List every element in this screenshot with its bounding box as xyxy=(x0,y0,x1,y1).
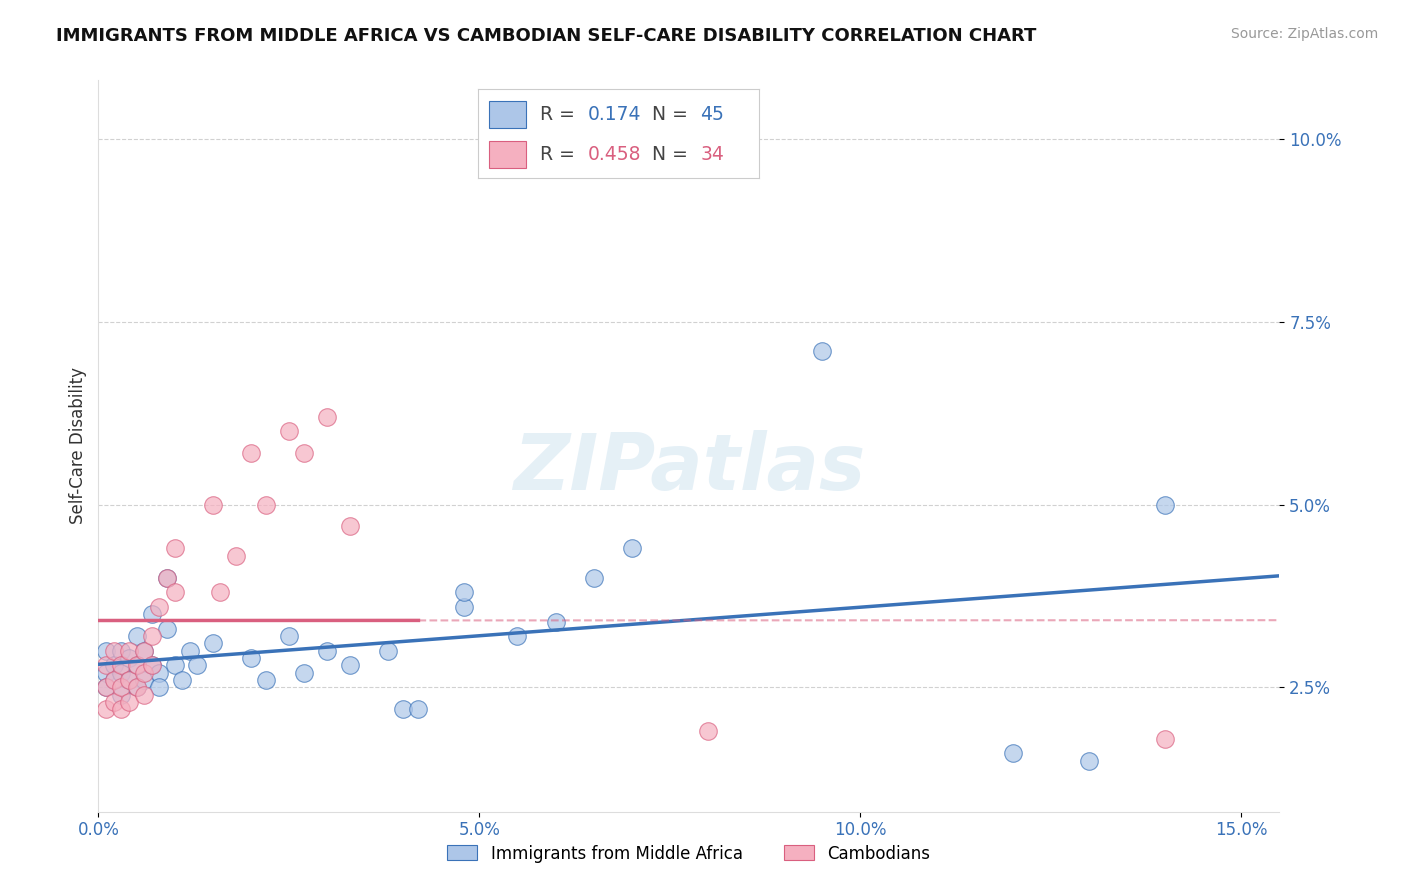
Text: 45: 45 xyxy=(700,104,724,124)
Point xyxy=(163,585,186,599)
Point xyxy=(103,644,125,658)
Point xyxy=(134,688,156,702)
Point xyxy=(125,681,148,695)
Text: 0.458: 0.458 xyxy=(588,145,641,164)
Bar xyxy=(489,101,526,128)
Point xyxy=(1078,754,1101,768)
Point xyxy=(125,658,148,673)
Point xyxy=(125,681,148,695)
Point xyxy=(163,658,186,673)
Point xyxy=(94,681,117,695)
Legend: Immigrants from Middle Africa, Cambodians: Immigrants from Middle Africa, Cambodian… xyxy=(440,838,938,869)
Point xyxy=(134,644,156,658)
Point xyxy=(118,673,141,687)
Point xyxy=(141,658,163,673)
Point xyxy=(201,498,224,512)
Point xyxy=(103,695,125,709)
Point xyxy=(239,446,262,460)
Point xyxy=(254,498,277,512)
Point xyxy=(103,673,125,687)
Point xyxy=(506,629,529,643)
Point xyxy=(94,644,117,658)
Point xyxy=(544,615,567,629)
Point xyxy=(110,658,132,673)
Point xyxy=(201,636,224,650)
Point xyxy=(134,665,156,680)
Point xyxy=(582,571,605,585)
Text: Source: ZipAtlas.com: Source: ZipAtlas.com xyxy=(1230,27,1378,41)
Point xyxy=(148,681,170,695)
Text: 0.174: 0.174 xyxy=(588,104,641,124)
Point xyxy=(172,673,194,687)
Point xyxy=(94,681,117,695)
Point xyxy=(1154,731,1177,746)
Point xyxy=(316,644,339,658)
Point xyxy=(453,585,475,599)
Point xyxy=(163,541,186,556)
Point xyxy=(134,644,156,658)
Point xyxy=(277,425,299,439)
Point xyxy=(239,651,262,665)
Bar xyxy=(489,141,526,168)
Point xyxy=(141,658,163,673)
Point xyxy=(94,702,117,716)
Point xyxy=(118,673,141,687)
Point xyxy=(110,688,132,702)
Text: IMMIGRANTS FROM MIDDLE AFRICA VS CAMBODIAN SELF-CARE DISABILITY CORRELATION CHAR: IMMIGRANTS FROM MIDDLE AFRICA VS CAMBODI… xyxy=(56,27,1036,45)
Point xyxy=(141,629,163,643)
Point xyxy=(103,658,125,673)
Point xyxy=(697,724,720,739)
Point xyxy=(225,549,247,563)
Point xyxy=(110,702,132,716)
Point xyxy=(118,644,141,658)
Y-axis label: Self-Care Disability: Self-Care Disability xyxy=(69,368,87,524)
Point xyxy=(156,571,179,585)
Text: N =: N = xyxy=(652,145,695,164)
Point xyxy=(339,519,361,533)
Text: R =: R = xyxy=(540,104,581,124)
Point xyxy=(316,409,339,424)
Point xyxy=(148,665,170,680)
Point xyxy=(94,658,117,673)
Point xyxy=(94,665,117,680)
Point xyxy=(392,702,415,716)
Point xyxy=(179,644,201,658)
Point xyxy=(254,673,277,687)
Point xyxy=(1154,498,1177,512)
Point xyxy=(110,681,132,695)
Point xyxy=(277,629,299,643)
Text: N =: N = xyxy=(652,104,695,124)
Point xyxy=(156,622,179,636)
Point xyxy=(209,585,232,599)
Point xyxy=(156,571,179,585)
Point xyxy=(377,644,399,658)
Text: R =: R = xyxy=(540,145,581,164)
Point xyxy=(408,702,430,716)
Point xyxy=(1001,746,1024,760)
Point xyxy=(125,629,148,643)
Point xyxy=(339,658,361,673)
Point xyxy=(620,541,643,556)
Point xyxy=(292,665,315,680)
Point xyxy=(118,651,141,665)
Point xyxy=(148,599,170,614)
Point xyxy=(110,644,132,658)
Point xyxy=(103,673,125,687)
Text: 34: 34 xyxy=(700,145,724,164)
Point xyxy=(811,343,834,358)
Point xyxy=(134,673,156,687)
Point xyxy=(110,665,132,680)
Point xyxy=(292,446,315,460)
Point xyxy=(125,658,148,673)
Text: ZIPatlas: ZIPatlas xyxy=(513,430,865,506)
Point xyxy=(141,607,163,622)
Point xyxy=(118,695,141,709)
Point xyxy=(186,658,208,673)
Point xyxy=(453,599,475,614)
